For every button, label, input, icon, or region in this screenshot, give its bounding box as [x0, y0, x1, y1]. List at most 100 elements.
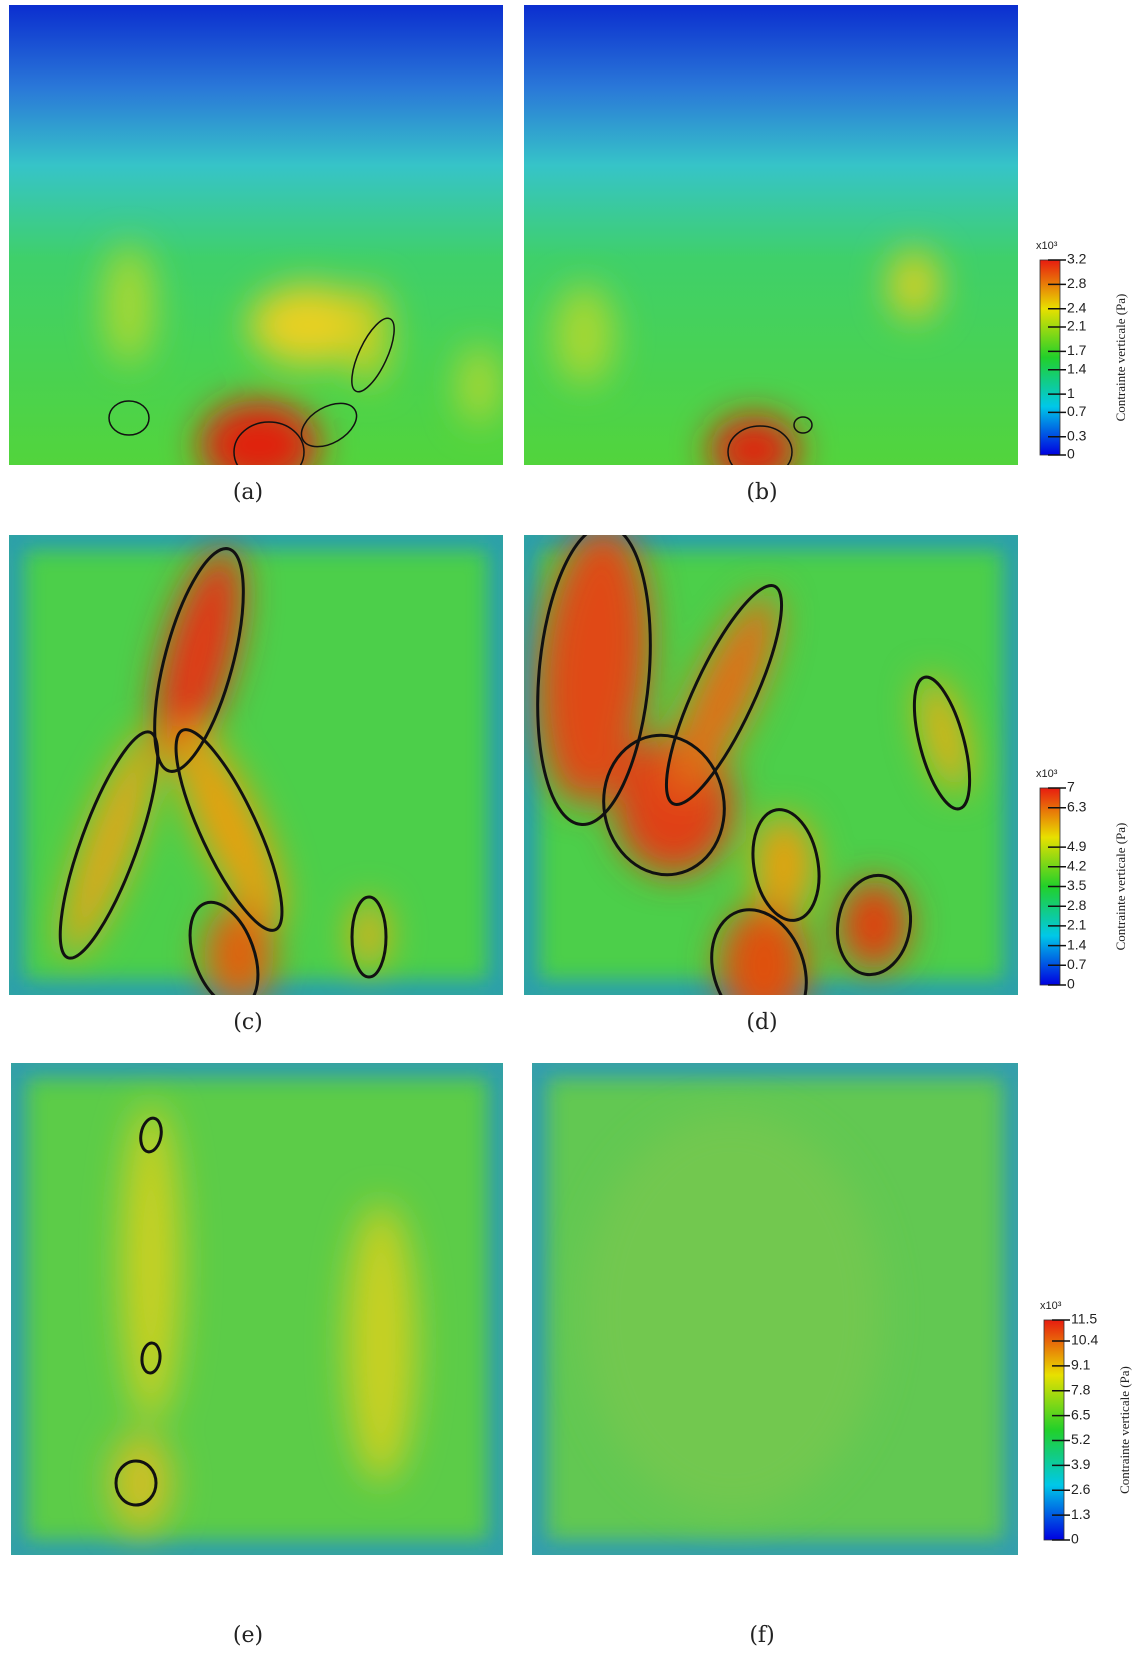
colorbar-tick-label: 2.8 — [1067, 275, 1087, 291]
colorbar-tick-label: 2.4 — [1067, 299, 1087, 315]
hot-spot — [719, 905, 809, 995]
panel-caption: (e) — [233, 1623, 263, 1648]
colorbar-tick-label: 0.7 — [1067, 403, 1087, 419]
contour — [153, 547, 245, 773]
contour — [835, 873, 913, 977]
panel-caption: (b) — [746, 480, 777, 505]
colorbar-tick-label: 1.3 — [1071, 1506, 1091, 1522]
contour — [233, 421, 305, 465]
heatmap-base — [524, 5, 1018, 465]
panel-caption: (f) — [749, 1623, 774, 1648]
contour — [727, 425, 793, 465]
contour — [58, 730, 160, 960]
heatmap — [532, 1063, 1018, 1555]
colorbar-tick-label: 4.2 — [1067, 858, 1087, 874]
panel-caption: (a) — [233, 480, 263, 505]
hot-spots — [61, 548, 387, 995]
colorbar-tick-label: 0.7 — [1067, 956, 1087, 972]
panel-caption: (d) — [746, 1010, 777, 1035]
colorbar-exponent: x10³ — [1036, 240, 1058, 252]
colorbar-tick-label: 1 — [1067, 385, 1075, 401]
contour — [710, 908, 808, 995]
colorbar-exponent: x10³ — [1036, 768, 1058, 780]
panel-caption: (c) — [233, 1010, 263, 1035]
hot-spots — [582, 1113, 882, 1513]
contour — [751, 808, 821, 922]
colorbar-label: Contrainte verticale (Pa) — [1113, 823, 1128, 951]
hot-spot — [919, 676, 969, 794]
hot-spot — [175, 724, 283, 926]
heatmap-panel — [9, 5, 503, 465]
contour — [114, 1459, 158, 1507]
heatmap-panel — [524, 535, 1018, 995]
contour — [602, 733, 726, 877]
colorbar-tick-label: 0 — [1067, 976, 1075, 992]
heatmap — [524, 5, 1018, 465]
colorbar — [1039, 259, 1061, 456]
colorbar-tick-label: 11.5 — [1071, 1311, 1097, 1327]
colorbar-tick-label: 9.1 — [1071, 1357, 1091, 1373]
hot-spot — [199, 400, 319, 465]
hot-spot — [346, 1203, 416, 1483]
hot-spot — [537, 535, 651, 805]
hot-spot — [839, 880, 909, 970]
hot-spot — [554, 285, 614, 385]
heatmap-base — [11, 1063, 503, 1555]
hot-spot — [709, 415, 799, 465]
contour — [108, 400, 150, 436]
colorbar-tick-label: 1.7 — [1067, 342, 1087, 358]
contour — [139, 1116, 163, 1154]
colorbar-tick-label: 2.6 — [1071, 1481, 1091, 1497]
colorbar-tick-label: 0.3 — [1067, 427, 1087, 443]
contour — [793, 416, 813, 434]
colorbar-tick-label: 4.9 — [1067, 838, 1087, 854]
colorbar-tick-label: 3.5 — [1067, 877, 1087, 893]
hot-spot — [111, 1433, 171, 1533]
hot-spot — [754, 815, 814, 915]
colorbar-tick-label: 0 — [1067, 446, 1075, 462]
contour — [351, 317, 395, 393]
contour — [140, 1341, 162, 1375]
heatmap-panel — [11, 1063, 503, 1555]
heatmap — [524, 535, 1018, 995]
hot-spot — [249, 285, 369, 365]
hot-spot — [154, 548, 244, 762]
contour — [188, 900, 260, 995]
contour — [350, 895, 388, 979]
colorbar-tick-label: 2.1 — [1067, 318, 1087, 334]
contour — [300, 402, 358, 448]
hot-spot — [582, 1113, 882, 1513]
contour — [664, 584, 784, 806]
colorbar-tick-label: 7 — [1067, 779, 1075, 795]
colorbar-tick-label: 7.8 — [1071, 1381, 1091, 1397]
heatmap — [9, 535, 503, 995]
colorbar-tick-label: 0 — [1071, 1531, 1079, 1547]
hot-spot — [889, 250, 939, 320]
hot-spot — [459, 345, 499, 425]
contour — [174, 728, 284, 932]
hot-spots — [111, 1103, 416, 1533]
hot-spot — [104, 245, 154, 365]
colorbar — [1043, 1319, 1065, 1541]
colorbar-exponent: x10³ — [1040, 1300, 1062, 1312]
colorbar-tick-label: 3.9 — [1071, 1456, 1091, 1472]
heatmap-panel — [9, 535, 503, 995]
heatmap-panel — [524, 5, 1018, 465]
hot-spot — [351, 900, 387, 970]
colorbar-tick-label: 5.2 — [1071, 1431, 1091, 1447]
hot-spot — [121, 1103, 181, 1423]
colorbar-label: Contrainte verticale (Pa) — [1117, 1366, 1132, 1494]
heatmap — [11, 1063, 503, 1555]
contour — [912, 675, 972, 811]
colorbar-tick-label: 6.5 — [1071, 1406, 1091, 1422]
heatmap-panel — [532, 1063, 1018, 1555]
colorbar-tick-label: 1.4 — [1067, 360, 1087, 376]
colorbar-label: Contrainte verticale (Pa) — [1113, 294, 1128, 422]
colorbar-tick-label: 6.3 — [1067, 798, 1087, 814]
colorbar-tick-label: 10.4 — [1071, 1332, 1098, 1348]
colorbar-tick-label: 2.8 — [1067, 897, 1087, 913]
contour — [536, 535, 652, 827]
heatmap — [9, 5, 503, 465]
colorbar-tick-label: 2.1 — [1067, 917, 1087, 933]
